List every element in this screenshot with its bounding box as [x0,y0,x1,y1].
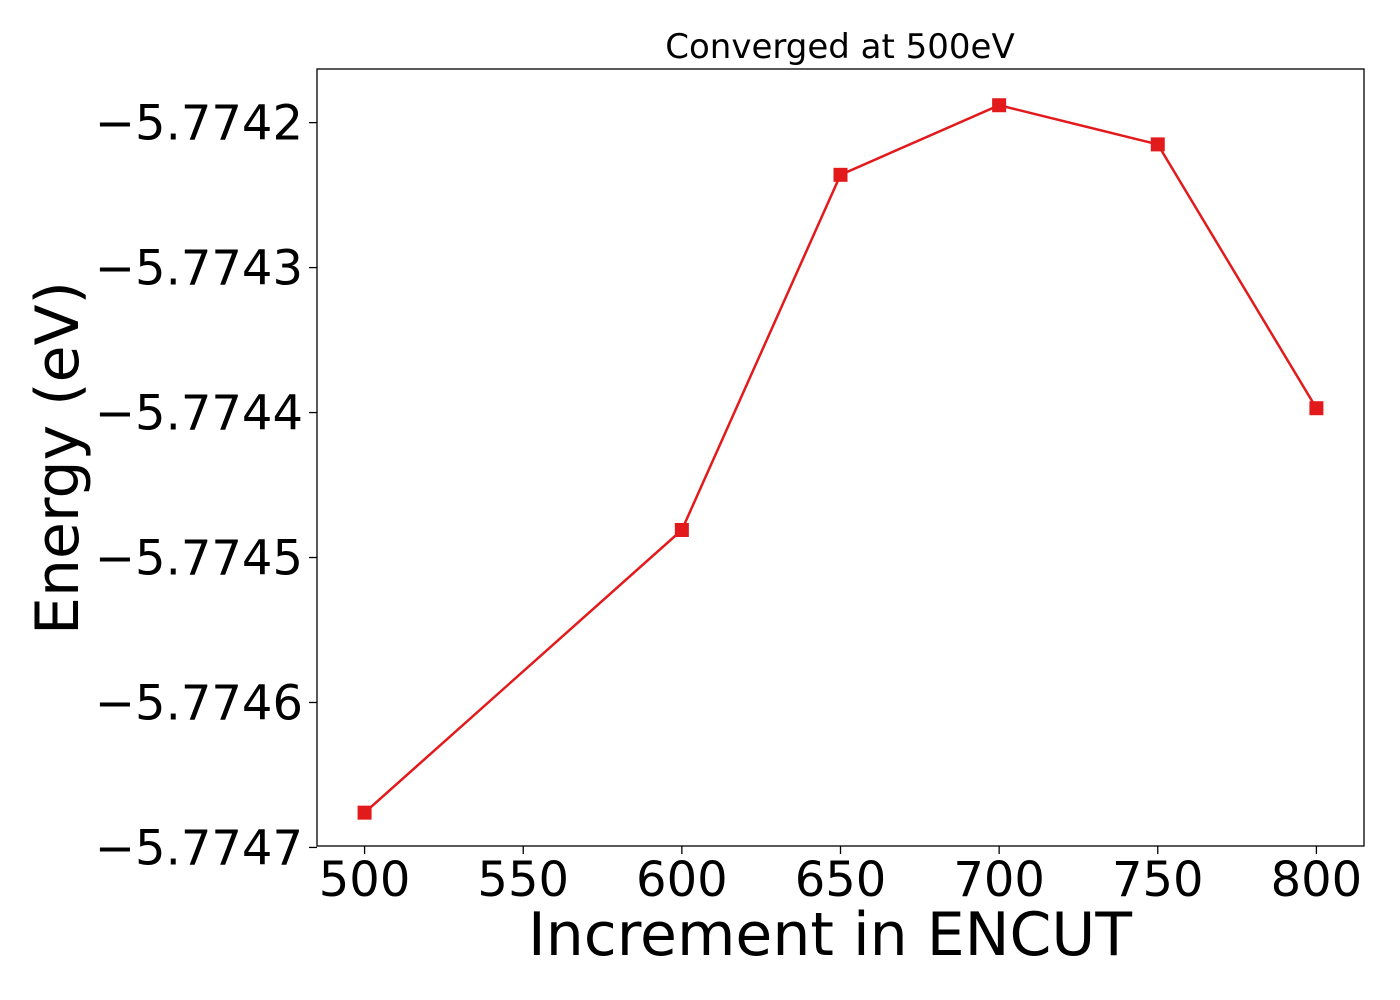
data-point-marker [674,522,689,537]
data-point-marker [357,805,372,820]
x-tick-label: 600 [636,852,728,908]
x-tick-label: 700 [953,852,1045,908]
data-point-marker [1309,401,1324,416]
x-tick-label: 650 [795,852,887,908]
series-layer [357,98,1324,820]
x-axis-label: Increment in ENCUT [528,900,1132,970]
data-point-marker [1150,137,1165,152]
y-axis-label: Energy (eV) [23,281,93,635]
series-line [363,103,1318,814]
x-tick-label: 800 [1271,852,1363,908]
chart-title: Converged at 500eV [665,27,1014,67]
y-tick-label: −5.7745 [95,531,303,587]
x-axis: 500 550 600 650 700 750 800 [319,846,1362,908]
y-tick-label: −5.7742 [95,96,303,152]
data-point-marker [833,167,848,182]
y-axis: −5.7742 −5.7743 −5.7744 −5.7745 −5.7746 −5.77… [95,96,317,876]
x-tick-label: 500 [319,852,411,908]
x-tick-label: 550 [477,852,569,908]
y-tick-label: −5.7743 [95,241,303,297]
x-tick-label: 750 [1112,852,1204,908]
y-tick-label: −5.7747 [95,820,303,876]
y-tick-label: −5.7744 [95,386,303,442]
data-point-marker [992,98,1007,113]
plot-frame [316,68,1365,847]
y-tick-label: −5.7746 [95,675,303,731]
